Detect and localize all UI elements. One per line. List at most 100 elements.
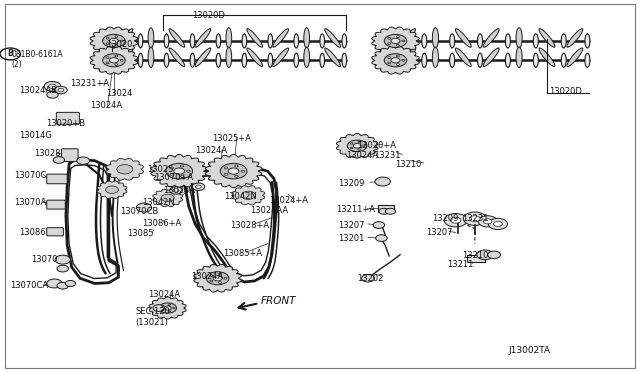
Circle shape — [162, 310, 164, 311]
FancyBboxPatch shape — [61, 149, 78, 161]
Circle shape — [166, 163, 193, 179]
Circle shape — [219, 282, 221, 283]
Circle shape — [488, 251, 500, 259]
Text: 13070CB: 13070CB — [120, 207, 159, 216]
Ellipse shape — [117, 29, 133, 47]
Circle shape — [180, 175, 184, 177]
Circle shape — [220, 163, 247, 179]
Text: 13070+A: 13070+A — [154, 173, 193, 182]
FancyBboxPatch shape — [47, 200, 65, 209]
Ellipse shape — [539, 29, 555, 47]
Circle shape — [180, 165, 184, 167]
Ellipse shape — [477, 34, 483, 48]
Circle shape — [397, 44, 399, 46]
Ellipse shape — [320, 53, 324, 67]
Ellipse shape — [394, 34, 399, 48]
Ellipse shape — [247, 29, 262, 47]
Polygon shape — [153, 189, 182, 206]
Ellipse shape — [226, 28, 232, 48]
Circle shape — [358, 141, 360, 143]
Ellipse shape — [456, 48, 471, 67]
Circle shape — [385, 208, 396, 214]
Circle shape — [161, 194, 174, 202]
Ellipse shape — [585, 53, 590, 67]
Circle shape — [376, 235, 387, 241]
Text: 13024A: 13024A — [195, 146, 227, 155]
Circle shape — [102, 34, 125, 48]
Ellipse shape — [112, 34, 117, 48]
Ellipse shape — [539, 48, 555, 67]
FancyBboxPatch shape — [47, 174, 67, 184]
Text: 13024A: 13024A — [148, 290, 180, 299]
Circle shape — [388, 57, 390, 58]
Ellipse shape — [268, 34, 273, 48]
Polygon shape — [232, 186, 265, 205]
Circle shape — [353, 144, 361, 148]
Ellipse shape — [195, 48, 211, 67]
Circle shape — [397, 55, 399, 57]
Ellipse shape — [399, 48, 415, 67]
Circle shape — [192, 183, 205, 190]
Circle shape — [102, 54, 125, 67]
Ellipse shape — [567, 48, 583, 67]
Ellipse shape — [433, 28, 438, 48]
Ellipse shape — [320, 34, 324, 48]
Ellipse shape — [516, 47, 522, 68]
Text: 13025+A: 13025+A — [212, 134, 252, 143]
Circle shape — [493, 221, 502, 227]
Circle shape — [241, 191, 255, 199]
Circle shape — [49, 84, 56, 89]
Text: 13024A: 13024A — [163, 186, 195, 195]
Ellipse shape — [304, 47, 310, 68]
Circle shape — [168, 304, 171, 305]
Circle shape — [477, 250, 493, 260]
Ellipse shape — [169, 48, 185, 67]
Circle shape — [196, 185, 201, 188]
Text: 13024A: 13024A — [346, 151, 378, 160]
Circle shape — [379, 208, 389, 214]
Ellipse shape — [324, 29, 340, 47]
Circle shape — [47, 92, 58, 98]
Polygon shape — [151, 154, 207, 188]
Text: 13014G: 13014G — [19, 131, 52, 140]
Circle shape — [168, 311, 171, 312]
Text: B: B — [8, 49, 13, 58]
Ellipse shape — [164, 34, 169, 48]
Circle shape — [384, 54, 407, 67]
Text: 13024+A: 13024+A — [269, 196, 308, 205]
Ellipse shape — [294, 34, 299, 48]
Text: 13070: 13070 — [31, 255, 57, 264]
Ellipse shape — [294, 53, 299, 67]
Circle shape — [228, 168, 239, 174]
Circle shape — [170, 173, 173, 175]
Ellipse shape — [450, 34, 454, 48]
Text: 13231: 13231 — [374, 151, 401, 160]
Ellipse shape — [433, 47, 438, 68]
Ellipse shape — [483, 48, 499, 67]
Circle shape — [115, 36, 118, 38]
Ellipse shape — [342, 34, 347, 48]
Ellipse shape — [533, 53, 538, 67]
Circle shape — [391, 38, 400, 44]
Circle shape — [373, 222, 385, 228]
Ellipse shape — [506, 34, 511, 48]
Text: 13028+A: 13028+A — [230, 221, 269, 230]
Circle shape — [225, 167, 228, 169]
Circle shape — [106, 38, 109, 39]
Circle shape — [391, 58, 400, 63]
Circle shape — [55, 255, 70, 264]
Text: FRONT: FRONT — [261, 296, 296, 305]
Ellipse shape — [394, 53, 399, 67]
Text: 13020D: 13020D — [192, 11, 225, 20]
Circle shape — [213, 276, 222, 281]
Ellipse shape — [273, 29, 289, 47]
Ellipse shape — [216, 34, 221, 48]
Ellipse shape — [247, 48, 262, 67]
Text: 13209: 13209 — [338, 179, 364, 187]
Text: 13042N: 13042N — [142, 198, 175, 207]
Circle shape — [54, 86, 67, 94]
Circle shape — [444, 214, 467, 227]
Ellipse shape — [242, 53, 246, 67]
Circle shape — [57, 282, 68, 289]
Ellipse shape — [112, 53, 117, 67]
